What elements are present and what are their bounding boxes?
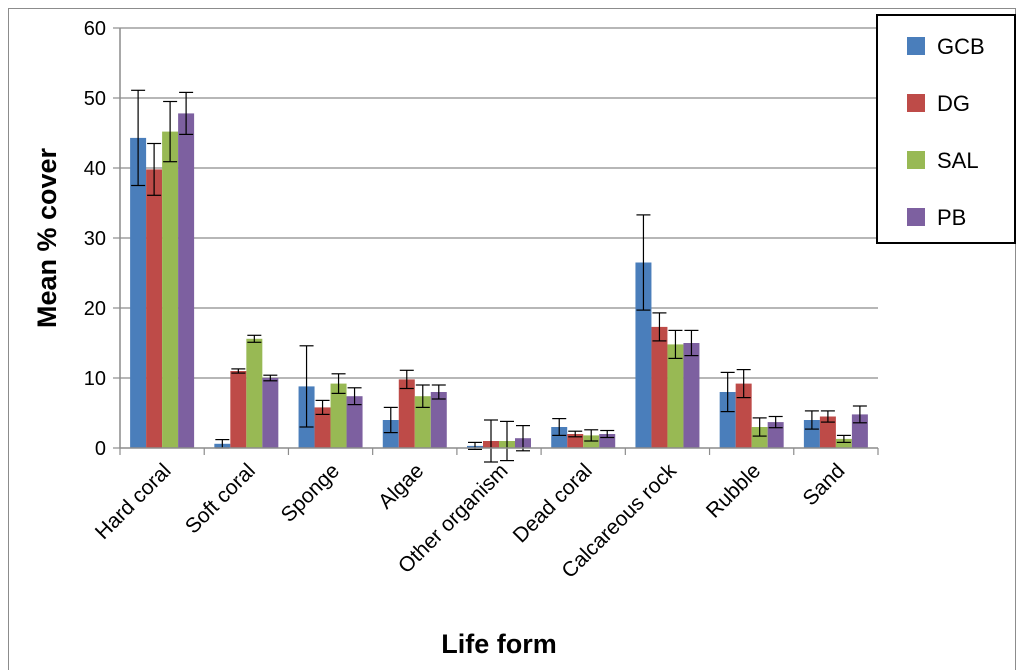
bar — [719, 392, 736, 448]
bar — [130, 137, 147, 448]
legend-label: PB — [937, 205, 966, 230]
y-tick-label: 30 — [84, 228, 106, 250]
bar — [635, 262, 652, 448]
legend-swatch — [907, 151, 925, 169]
bar — [751, 427, 768, 448]
legend-swatch — [907, 94, 925, 112]
bar — [803, 420, 820, 448]
y-tick-label: 10 — [84, 368, 106, 390]
bar — [567, 434, 584, 448]
x-tick-label: Hard coral — [91, 459, 176, 544]
x-tick-label: Dead coral — [509, 459, 597, 547]
bar — [178, 113, 195, 449]
legend-label: SAL — [937, 148, 979, 173]
legend-swatch — [907, 37, 925, 55]
bar — [551, 427, 568, 448]
y-tick-label: 0 — [95, 438, 106, 460]
gridlines — [113, 27, 878, 449]
bar — [735, 383, 752, 448]
legend: GCB DG SAL PB — [876, 14, 1016, 244]
bar — [667, 344, 684, 448]
bar — [262, 378, 279, 448]
x-tick-label: Soft coral — [181, 459, 260, 538]
bar — [162, 131, 179, 448]
bar — [330, 383, 347, 448]
bar — [314, 407, 331, 448]
legend-label: GCB — [937, 34, 985, 59]
y-tick-label: 40 — [84, 158, 106, 180]
y-tick-label: 20 — [84, 298, 106, 320]
y-tick-labels: 0 10 20 30 40 50 60 — [84, 18, 106, 460]
x-axis-title: Life form — [441, 629, 557, 659]
legend-label: DG — [937, 91, 970, 116]
axes — [119, 28, 879, 455]
bar — [382, 420, 399, 448]
bar — [835, 438, 852, 448]
x-tick-label: Sand — [798, 459, 849, 510]
bar — [583, 435, 600, 448]
bar — [819, 416, 836, 448]
y-tick-label: 60 — [84, 18, 106, 40]
bar — [683, 343, 700, 448]
x-tick-label: Rubble — [702, 459, 765, 522]
bar — [398, 379, 415, 448]
legend-swatch — [907, 208, 925, 226]
bar — [651, 326, 668, 448]
bar — [767, 422, 784, 448]
x-tick-label: Sponge — [277, 459, 344, 526]
bar — [230, 371, 247, 448]
bars — [130, 89, 868, 463]
x-tick-label: Algae — [374, 459, 428, 513]
bar — [346, 396, 363, 448]
bar — [414, 396, 431, 448]
bar — [246, 338, 263, 448]
y-tick-label: 50 — [84, 88, 106, 110]
y-axis-title: Mean % cover — [32, 147, 62, 328]
bar — [430, 392, 447, 448]
bar — [146, 169, 163, 448]
